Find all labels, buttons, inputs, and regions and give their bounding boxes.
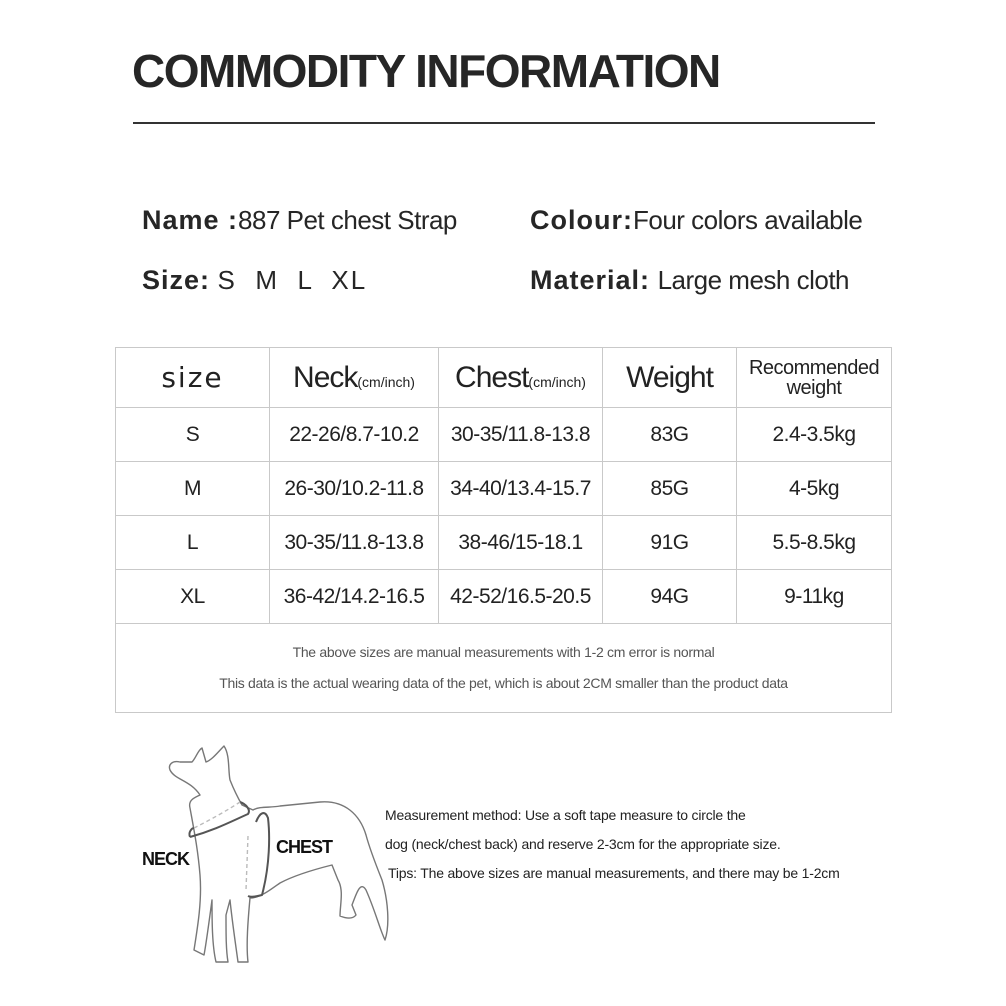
cell: L xyxy=(115,515,270,570)
note-line-2: This data is the actual wearing data of … xyxy=(219,675,788,691)
cell: 26-30/10.2-11.8 xyxy=(269,461,439,516)
dog-outline-icon xyxy=(168,745,389,963)
material-value: Large mesh cloth xyxy=(657,265,850,295)
neck-label: NECK xyxy=(142,849,190,869)
size-info: Size: S M L XL xyxy=(142,265,367,296)
cell: 91G xyxy=(602,515,737,570)
title-divider xyxy=(133,122,875,124)
name-info: Name :887 Pet chest Strap xyxy=(142,205,457,236)
size-value: S M L XL xyxy=(217,265,368,295)
material-label: Material: xyxy=(530,265,651,295)
header-weight: Weight xyxy=(602,347,737,408)
chest-strap-icon xyxy=(247,812,271,898)
neck-strap-icon xyxy=(188,801,250,838)
cell: 2.4-3.5kg xyxy=(736,407,892,462)
header-chest: Chest(cm/inch) xyxy=(438,347,603,408)
colour-value: Four colors available xyxy=(632,205,863,235)
colour-label: Colour: xyxy=(530,205,633,235)
cell: 83G xyxy=(602,407,737,462)
size-label: Size: xyxy=(142,265,211,295)
size-table: size Neck(cm/inch) Chest(cm/inch) Weight… xyxy=(115,347,892,713)
name-label: Name : xyxy=(142,205,239,235)
method-line-3: Tips: The above sizes are manual measure… xyxy=(388,865,840,881)
cell: 85G xyxy=(602,461,737,516)
chest-text: Chest xyxy=(455,360,529,394)
neck-dashed-icon xyxy=(193,801,241,829)
table-row: M 26-30/10.2-11.8 34-40/13.4-15.7 85G 4-5kg xyxy=(115,461,892,516)
cell: S xyxy=(115,407,270,462)
cell: 5.5-8.5kg xyxy=(736,515,892,570)
cell: 4-5kg xyxy=(736,461,892,516)
chest-dashed-icon xyxy=(245,835,249,891)
chest-label: CHEST xyxy=(276,837,333,857)
table-row: XL 36-42/14.2-16.5 42-52/16.5-20.5 94G 9-11k… xyxy=(115,569,892,624)
colour-info: Colour:Four colors available xyxy=(530,205,863,236)
table-note: The above sizes are manual measurements … xyxy=(115,623,892,713)
name-value: 887 Pet chest Strap xyxy=(238,205,457,235)
cell: XL xyxy=(115,569,270,624)
cell: 9-11kg xyxy=(736,569,892,624)
cell: M xyxy=(115,461,270,516)
neck-text: Neck xyxy=(293,360,358,394)
method-line-1: Measurement method: Use a soft tape meas… xyxy=(385,807,746,823)
cell: 36-42/14.2-16.5 xyxy=(269,569,439,624)
cell: 94G xyxy=(602,569,737,624)
header-neck: Neck(cm/inch) xyxy=(269,347,439,408)
cell: 34-40/13.4-15.7 xyxy=(438,461,603,516)
table-note-row: The above sizes are manual measurements … xyxy=(115,623,892,713)
material-info: Material: Large mesh cloth xyxy=(530,265,850,296)
method-line-2: dog (neck/chest back) and reserve 2-3cm … xyxy=(385,836,781,852)
dog-measurement-illustration xyxy=(168,745,389,963)
table-row: S 22-26/8.7-10.2 30-35/11.8-13.8 83G 2.4-3.5… xyxy=(115,407,892,462)
table-row: L 30-35/11.8-13.8 38-46/15-18.1 91G 5.5-8.5k… xyxy=(115,515,892,570)
header-recommended-weight: Recommended weight xyxy=(736,347,892,408)
chest-unit: (cm/inch) xyxy=(528,373,586,390)
page-title: COMMODITY INFORMATION xyxy=(132,45,721,97)
cell: 38-46/15-18.1 xyxy=(438,515,603,570)
cell: 30-35/11.8-13.8 xyxy=(269,515,439,570)
neck-unit: (cm/inch) xyxy=(357,373,415,390)
cell: 22-26/8.7-10.2 xyxy=(269,407,439,462)
header-size: size xyxy=(115,347,270,408)
cell: 42-52/16.5-20.5 xyxy=(438,569,603,624)
table-header: size Neck(cm/inch) Chest(cm/inch) Weight… xyxy=(115,347,892,408)
cell: 30-35/11.8-13.8 xyxy=(438,407,603,462)
note-line-1: The above sizes are manual measurements … xyxy=(292,644,715,660)
